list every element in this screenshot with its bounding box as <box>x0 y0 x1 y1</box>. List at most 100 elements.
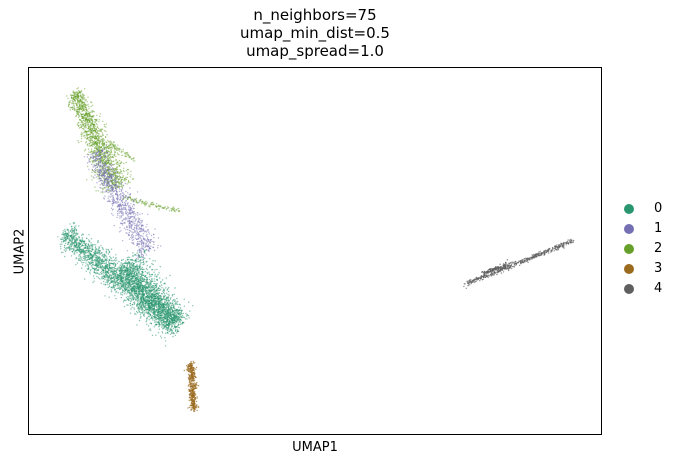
scatter-point <box>100 130 102 133</box>
scatter-point <box>107 280 109 282</box>
scatter-point <box>132 201 134 203</box>
scatter-point <box>68 237 71 239</box>
scatter-point <box>107 286 109 289</box>
scatter-point <box>95 123 98 125</box>
scatter-point <box>84 100 86 102</box>
scatter-point <box>86 109 88 112</box>
scatter-point <box>100 167 102 169</box>
scatter-point <box>69 100 71 102</box>
scatter-point <box>91 259 93 262</box>
scatter-point <box>117 201 119 203</box>
scatter-point <box>121 151 123 153</box>
scatter-point <box>140 250 142 252</box>
scatter-point <box>138 300 140 302</box>
scatter-point <box>145 200 147 203</box>
scatter-point <box>85 99 88 101</box>
scatter-point <box>110 271 112 274</box>
scatter-point <box>109 155 112 158</box>
scatter-point <box>114 277 116 280</box>
scatter-point <box>93 115 95 117</box>
scatter-point <box>104 268 106 270</box>
scatter-point <box>177 316 179 318</box>
scatter-point <box>84 250 87 252</box>
scatter-point <box>99 260 101 262</box>
scatter-plot <box>57 87 575 412</box>
scatter-point <box>71 244 74 246</box>
scatter-point <box>99 146 101 148</box>
scatter-point <box>91 261 93 263</box>
scatter-point <box>125 205 127 207</box>
scatter-point <box>97 130 99 132</box>
scatter-point <box>117 148 120 151</box>
scatter-point <box>63 236 65 238</box>
chart-title-line-2: umap_min_dist=0.5 <box>240 24 390 42</box>
scatter-point <box>79 243 81 245</box>
scatter-point <box>112 194 114 196</box>
scatter-point <box>135 197 137 200</box>
scatter-point <box>77 96 79 98</box>
scatter-point <box>102 274 105 276</box>
scatter-point <box>110 270 113 272</box>
scatter-point <box>64 255 66 258</box>
scatter-point <box>102 192 104 194</box>
scatter-point <box>79 257 81 259</box>
scatter-point <box>107 159 109 161</box>
scatter-point <box>87 268 90 270</box>
scatter-point <box>114 143 116 146</box>
scatter-point <box>126 173 129 175</box>
scatter-point <box>93 156 95 158</box>
scatter-point <box>92 176 94 178</box>
scatter-point <box>71 106 74 108</box>
scatter-point <box>82 123 85 125</box>
scatter-point <box>71 250 73 253</box>
scatter-point <box>132 159 134 161</box>
scatter-point <box>71 241 73 244</box>
scatter-point <box>127 180 130 183</box>
scatter-point <box>118 186 121 188</box>
scatter-point <box>114 167 117 170</box>
scatter-point <box>176 329 179 331</box>
scatter-point <box>103 125 106 128</box>
scatter-point <box>101 268 103 270</box>
scatter-point <box>79 108 81 110</box>
scatter-point <box>75 243 78 245</box>
scatter-point <box>80 96 83 98</box>
scatter-point <box>77 245 79 247</box>
scatter-point <box>115 147 117 149</box>
scatter-point <box>93 272 96 274</box>
scatter-point <box>79 118 81 121</box>
scatter-point <box>96 124 98 126</box>
scatter-point <box>83 97 86 99</box>
scatter-point <box>99 265 102 267</box>
scatter-point <box>134 212 136 215</box>
scatter-point <box>148 250 150 252</box>
scatter-point <box>148 240 150 242</box>
scatter-point <box>153 326 155 328</box>
scatter-point <box>153 312 156 315</box>
scatter-point <box>113 141 115 143</box>
scatter-point <box>155 205 157 207</box>
scatter-point <box>61 237 64 239</box>
scatter-point <box>77 109 79 111</box>
scatter-point <box>166 330 169 332</box>
scatter-point <box>104 195 106 197</box>
scatter-point <box>122 211 124 214</box>
scatter-point <box>108 259 111 261</box>
scatter-point <box>133 303 136 305</box>
scatter-point <box>102 143 105 145</box>
scatter-point <box>112 156 114 159</box>
scatter-point <box>129 312 132 314</box>
scatter-point <box>161 332 164 334</box>
scatter-point <box>137 202 140 204</box>
scatter-point <box>90 253 93 256</box>
scatter-point <box>83 127 85 130</box>
scatter-point <box>84 116 86 119</box>
scatter-point <box>130 198 133 201</box>
scatter-point <box>112 179 114 181</box>
scatter-point <box>68 247 70 249</box>
scatter-point <box>69 107 71 109</box>
scatter-point <box>91 139 93 141</box>
scatter-point <box>133 227 136 229</box>
scatter-point <box>114 154 116 156</box>
scatter-point <box>164 294 166 297</box>
